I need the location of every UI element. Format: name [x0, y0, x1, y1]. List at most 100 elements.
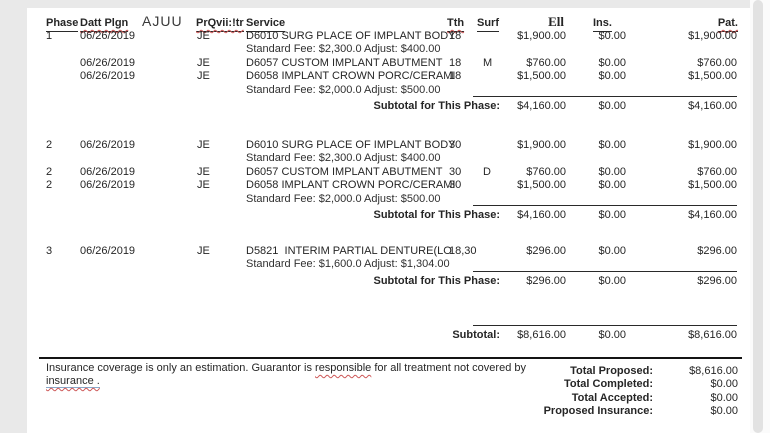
patient-amount: $1,900.00 — [688, 139, 737, 151]
standard-fee-note: Standard Fee: $2,000.0 Adjust: $500.00 — [246, 192, 441, 205]
patient-amount: $760.00 — [697, 56, 737, 69]
phase-number: 1 — [46, 30, 53, 42]
surface-code: D — [483, 165, 491, 178]
tooth-number: 18,30 — [449, 245, 477, 257]
standard-fee-note: Standard Fee: $2,000.0 Adjust: $500.00 — [246, 83, 441, 96]
bottom-divider — [39, 357, 742, 359]
insurance-amount: $0.00 — [598, 139, 626, 151]
tooth-number: 18 — [449, 56, 462, 69]
insurance-amount: $0.00 — [598, 56, 626, 69]
col-header-date-plan: Datt Plgn — [80, 17, 129, 32]
col-header-service: Service — [246, 17, 286, 32]
service-description: D6057 CUSTOM IMPLANT ABUTMENT — [246, 56, 443, 69]
disclaimer-text-before: Insurance coverage is only an estimation… — [46, 362, 316, 374]
fee-amount: $1,500.00 — [517, 179, 566, 192]
vertical-scrollbar[interactable] — [750, 0, 770, 433]
phase-number: 2 — [46, 179, 53, 192]
service-description: D6057 CUSTOM IMPLANT ABUTMENT — [246, 165, 443, 178]
grand-subtotal-patient: $8,616.00 — [688, 329, 737, 341]
procedure-date: 06/26/2019 — [80, 56, 136, 69]
tooth-number: 30 — [449, 165, 462, 178]
standard-fee-note: Standard Fee: $1,600.0 Adjust: $1,304.00 — [246, 258, 450, 271]
provider-code: JE — [197, 70, 210, 83]
provider-code: JE — [197, 165, 210, 178]
phase-subtotal-label: Subtotal for This Phase: — [373, 100, 500, 112]
col-header-insurance: Ins. — [593, 17, 612, 32]
provider-code: JE — [197, 245, 210, 257]
phase-number: 2 — [46, 139, 53, 151]
col-header-provider: PrQvii:!tr — [196, 17, 244, 32]
procedure-date: 06/26/2019 — [80, 70, 136, 83]
patient-amount: $1,900.00 — [688, 30, 737, 42]
insurance-amount: $0.00 — [598, 245, 626, 257]
subtotal-insurance-amount: $0.00 — [598, 274, 626, 287]
subtotal-fee-amount: $4,160.00 — [517, 209, 566, 221]
proposed-insurance-label: Proposed Insurance: — [543, 405, 653, 417]
procedure-date: 06/26/2019 — [80, 179, 136, 192]
phase-subtotal-rule — [473, 205, 737, 206]
total-proposed-value: $8,616.00 — [689, 365, 738, 377]
phase-subtotal-rule — [473, 96, 737, 97]
subtotal-patient-amount: $4,160.00 — [688, 100, 737, 112]
provider-code: JE — [197, 30, 210, 42]
phase-number: 2 — [46, 165, 53, 178]
fee-amount: $760.00 — [526, 165, 566, 178]
col-header-extra: AJUU — [142, 13, 183, 29]
insurance-amount: $0.00 — [598, 70, 626, 83]
surface-code: M — [483, 56, 493, 69]
subtotal-insurance-amount: $0.00 — [598, 209, 626, 221]
service-description: D6058 IMPLANT CROWN PORC/CERAMI — [246, 70, 456, 83]
grand-subtotal-rule — [473, 325, 737, 326]
grand-subtotal-fee: $8,616.00 — [517, 329, 566, 341]
total-accepted-label: Total Accepted: — [571, 392, 653, 404]
fee-amount: $760.00 — [526, 56, 566, 69]
procedure-date: 06/26/2019 — [80, 245, 136, 257]
col-header-tooth: Tth — [447, 17, 465, 32]
total-proposed-label: Total Proposed: — [570, 365, 653, 377]
insurance-amount: $0.00 — [598, 179, 626, 192]
scrollbar-thumb[interactable] — [753, 0, 763, 433]
service-description: D6058 IMPLANT CROWN PORC/CERAMI — [246, 179, 456, 192]
disclaimer-text-after: for all treatment not covered by — [371, 362, 526, 374]
procedure-date: 06/26/2019 — [80, 139, 136, 151]
grand-subtotal-label: Subtotal: — [452, 329, 500, 341]
subtotal-patient-amount: $296.00 — [697, 274, 737, 287]
total-completed-label: Total Completed: — [563, 378, 653, 390]
fee-amount: $1,900.00 — [517, 30, 566, 42]
phase-subtotal-label: Subtotal for This Phase: — [373, 209, 500, 221]
service-description: D6010 SURG PLACE OF IMPLANT BODY — [246, 139, 456, 151]
fee-amount: $296.00 — [526, 245, 566, 257]
disclaimer-line2: insurance . — [46, 375, 100, 388]
provider-code: JE — [197, 139, 210, 151]
provider-code: JE — [197, 56, 210, 69]
tooth-number: 18 — [449, 70, 462, 83]
tooth-number: 30 — [449, 179, 462, 192]
subtotal-fee-amount: $296.00 — [526, 274, 566, 287]
col-header-surface: Surf — [477, 17, 499, 32]
insurance-link[interactable]: insurance . — [46, 375, 100, 388]
patient-amount: $296.00 — [697, 245, 737, 257]
standard-fee-note: Standard Fee: $2,300.0 Adjust: $400.00 — [246, 43, 441, 56]
phase-subtotal-label: Subtotal for This Phase: — [373, 274, 500, 287]
total-accepted-value: $0.00 — [710, 392, 738, 404]
fee-amount: $1,500.00 — [517, 70, 566, 83]
col-header-fee: Ell — [548, 14, 564, 29]
tooth-number: 18 — [449, 30, 462, 42]
service-description: D5821 INTERIM PARTIAL DENTURE(LO — [246, 245, 452, 257]
patient-amount: $1,500.00 — [688, 179, 737, 192]
subtotal-patient-amount: $4,160.00 — [688, 209, 737, 221]
service-description: D6010 SURG PLACE OF IMPLANT BODY — [246, 30, 456, 42]
patient-amount: $1,500.00 — [688, 70, 737, 83]
total-completed-value: $0.00 — [710, 378, 738, 390]
subtotal-fee-amount: $4,160.00 — [517, 100, 566, 112]
insurance-amount: $0.00 — [598, 165, 626, 178]
procedure-date: 06/26/2019 — [80, 30, 136, 42]
treatment-plan-document: Phase Datt Plgn AJUU PrQvii:!tr Service … — [27, 8, 750, 433]
tooth-number: 30 — [449, 139, 462, 151]
subtotal-insurance-amount: $0.00 — [598, 100, 626, 112]
provider-code: JE — [197, 179, 210, 192]
phase-number: 3 — [46, 245, 53, 257]
disclaimer-line1: Insurance coverage is only an estimation… — [46, 362, 526, 375]
insurance-amount: $0.00 — [598, 30, 626, 42]
standard-fee-note: Standard Fee: $2,300.0 Adjust: $400.00 — [246, 152, 441, 165]
